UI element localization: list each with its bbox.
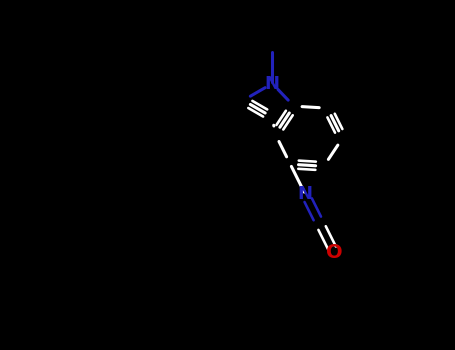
Text: O: O [326, 243, 342, 261]
Text: N: N [265, 75, 280, 92]
Text: N: N [298, 185, 313, 203]
